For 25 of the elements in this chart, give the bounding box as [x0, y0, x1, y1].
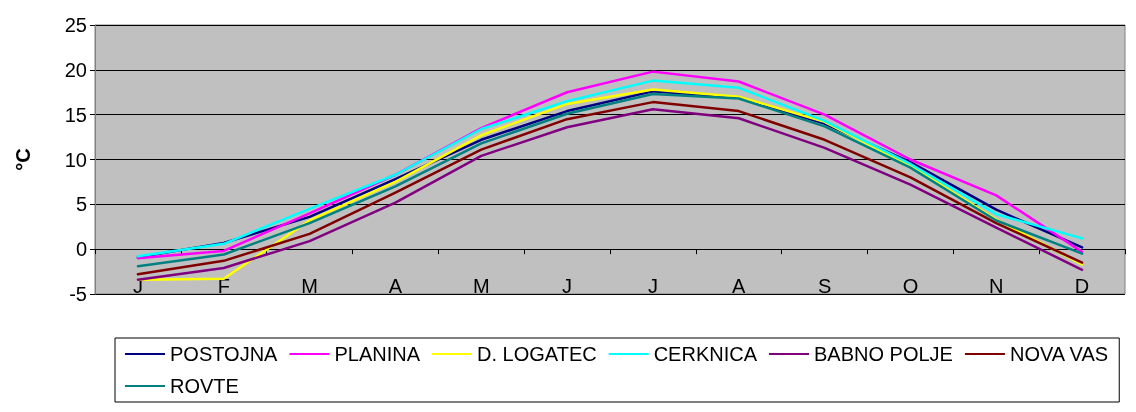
- legend-label: NOVA VAS: [1009, 343, 1109, 365]
- legend-label: ROVTE: [170, 375, 239, 397]
- x-tick-label: S: [817, 275, 832, 297]
- x-tick-label: N: [989, 275, 1004, 297]
- x-tick-label: M: [301, 275, 318, 297]
- x-tick-label: M: [472, 275, 490, 297]
- x-tick-label: D: [1074, 275, 1090, 297]
- legend-label: POSTOJNA: [170, 343, 279, 365]
- y-tick-label: -5: [69, 283, 87, 305]
- y-tick-label: 10: [64, 148, 87, 171]
- x-tick-label: O: [902, 275, 919, 297]
- legend-label: PLANINA: [334, 343, 421, 365]
- legend-label: BABNO POLJE: [814, 343, 953, 365]
- x-tick-label: A: [388, 275, 403, 297]
- y-axis-title: °C: [12, 148, 34, 171]
- legend-label: CERKNICA: [653, 343, 758, 365]
- x-tick-label: J: [562, 275, 573, 297]
- x-tick-label: J: [647, 275, 658, 297]
- y-tick-label: 20: [64, 58, 87, 81]
- y-tick-label: 15: [64, 103, 87, 126]
- legend-label: D. LOGATEC: [477, 343, 597, 365]
- x-tick-label: A: [732, 275, 747, 297]
- y-tick-label: 5: [75, 193, 87, 216]
- y-tick-label: 25: [64, 14, 87, 36]
- y-tick-label: 0: [75, 238, 87, 261]
